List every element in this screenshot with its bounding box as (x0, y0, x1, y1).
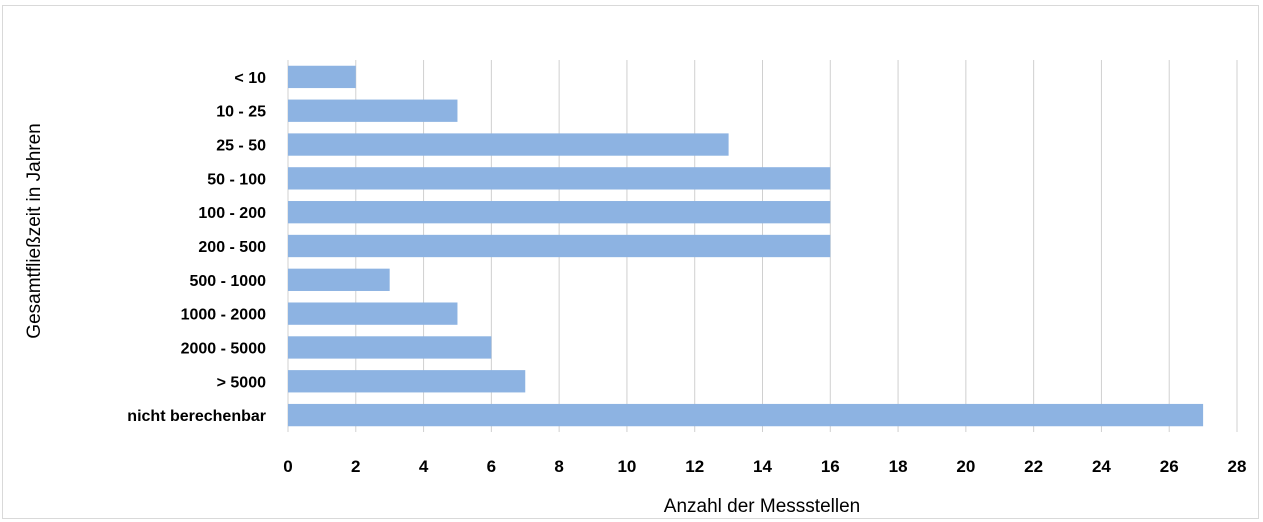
y-axis-title: Gesamtfließzeit in Jahren (24, 123, 45, 338)
category-label: > 5000 (217, 374, 266, 391)
x-tick-label: 0 (283, 457, 292, 476)
bar-0 (288, 65, 356, 89)
x-tick-label: 8 (554, 457, 563, 476)
x-tick-label: 12 (685, 457, 704, 476)
bar-9 (288, 370, 526, 393)
category-label: 2000 - 5000 (181, 340, 267, 357)
x-axis-title: Anzahl der Messstellen (664, 496, 860, 517)
x-tick-label: 28 (1228, 457, 1247, 476)
x-tick-label: 26 (1160, 457, 1179, 476)
category-label: 200 - 500 (198, 239, 266, 256)
bar-2 (288, 133, 729, 156)
x-tick-label: 2 (351, 457, 360, 476)
chart-frame (2, 5, 1259, 519)
bar-10 (288, 403, 1204, 427)
bars (288, 65, 1204, 427)
category-label: 100 - 200 (198, 205, 266, 222)
category-labels: < 10 10 - 25 25 - 50 50 - 100 100 - 200 200 -… (127, 70, 266, 425)
x-tick-label: 20 (956, 457, 975, 476)
x-tick-label: 6 (487, 457, 496, 476)
bar-5 (288, 234, 831, 258)
category-label: 500 - 1000 (189, 273, 266, 290)
x-tick-label: 16 (821, 457, 840, 476)
x-tick-label: 10 (617, 457, 636, 476)
x-tick-label: 14 (753, 457, 772, 476)
x-tick-label: 18 (889, 457, 908, 476)
category-label: 50 - 100 (207, 171, 266, 188)
x-tick-label: 22 (1024, 457, 1043, 476)
category-label: 1000 - 2000 (181, 307, 267, 324)
bar-3 (288, 167, 831, 190)
x-tick-label: 4 (419, 457, 429, 476)
x-tick-label: 24 (1092, 457, 1111, 476)
bar-7 (288, 302, 458, 325)
category-label: 25 - 50 (216, 138, 266, 155)
x-tick-labels: 0 2 4 6 8 10 12 14 16 18 20 22 24 26 28 (283, 457, 1246, 476)
gridlines (287, 60, 1238, 432)
category-label: < 10 (234, 70, 266, 87)
category-label: nicht berechenbar (127, 408, 266, 425)
bar-1 (288, 99, 458, 122)
bar-4 (288, 201, 831, 224)
bar-8 (288, 336, 492, 359)
category-label: 10 - 25 (216, 104, 266, 121)
bar-6 (288, 268, 390, 291)
